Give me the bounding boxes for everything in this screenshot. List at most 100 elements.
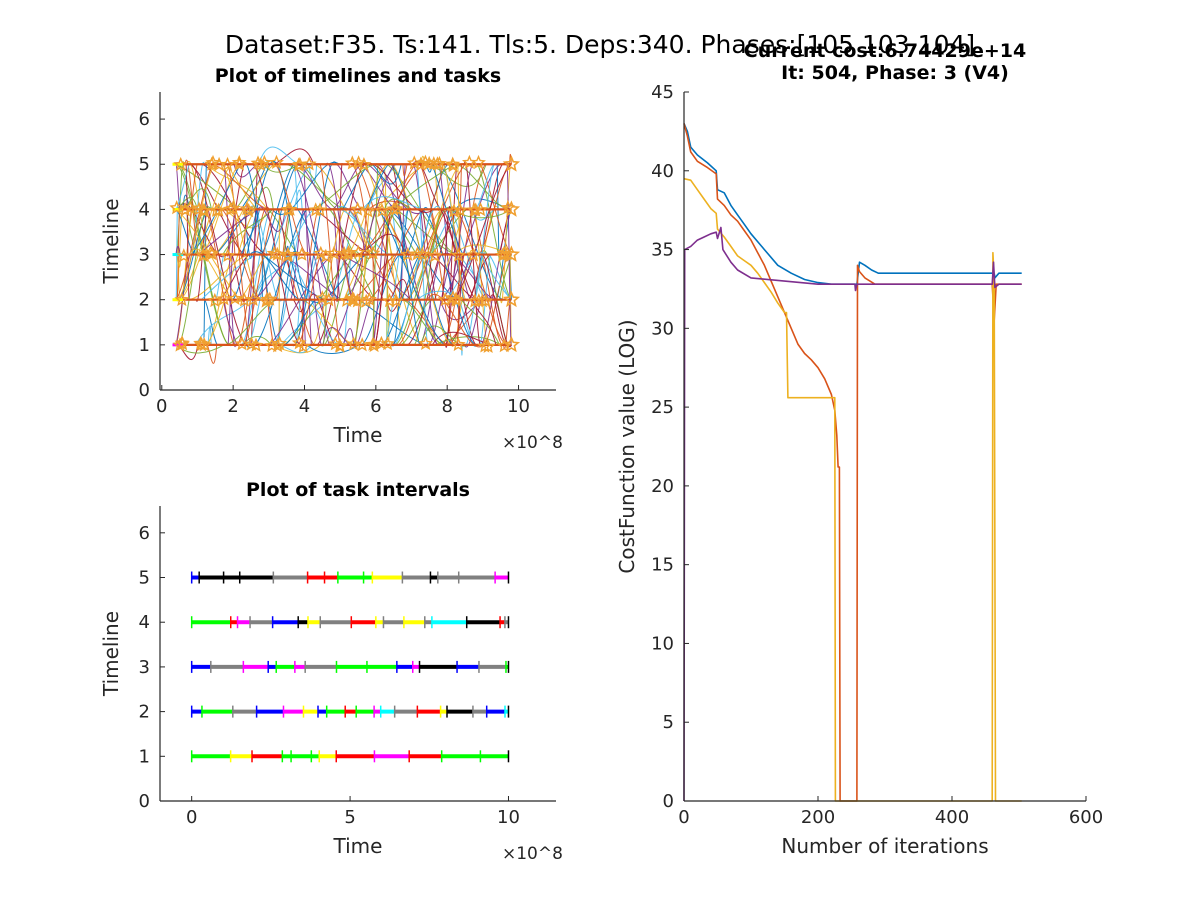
- x-tick-label: 2: [227, 396, 238, 417]
- task-star: [291, 157, 307, 172]
- task-star: [406, 155, 422, 170]
- task-star: [312, 202, 328, 217]
- y-tick-label: 2: [139, 702, 150, 723]
- x-tick-label: 6: [370, 396, 381, 417]
- x-tick-label: 4: [299, 396, 310, 417]
- task-star: [258, 293, 274, 308]
- dependency-curve: [500, 162, 512, 304]
- dependency-curve: [489, 294, 512, 348]
- dependency-curve: [398, 163, 466, 301]
- task-star: [270, 338, 286, 353]
- dependency-curve: [426, 293, 484, 348]
- task-star: [502, 290, 521, 308]
- intervals-title: Plot of task intervals: [246, 479, 470, 501]
- timelines-axes: 0 2 4 6 8 10 0 1 2 3 4 5 6: [139, 92, 556, 417]
- y-tick-label: 6: [139, 523, 150, 544]
- y-tick-label: 30: [651, 318, 674, 339]
- task-star: [445, 156, 461, 171]
- task-star: [339, 292, 355, 308]
- intervals-axes: 0 5 10 0 1 2 3 4 5 6: [139, 506, 556, 828]
- task-star: [250, 155, 266, 170]
- task-star: [280, 201, 296, 217]
- x-tick-label: 400: [935, 807, 969, 828]
- dependency-curve: [302, 209, 322, 346]
- x-tick-label: 200: [801, 807, 835, 828]
- y-tick-label: 0: [139, 791, 150, 812]
- y-tick-label: 35: [651, 240, 674, 261]
- task-star: [204, 246, 220, 261]
- timelines-x-label: Time: [333, 423, 383, 447]
- dependency-curve: [188, 248, 243, 303]
- dependency-curve: [227, 209, 236, 345]
- task-star: [272, 335, 288, 350]
- task-star: [245, 291, 261, 307]
- intervals-x-exponent: ×10^8: [502, 844, 563, 864]
- task-star: [365, 245, 381, 260]
- y-tick-label: 4: [139, 199, 150, 220]
- y-tick-label: 6: [139, 109, 150, 130]
- dependency-curve: [286, 254, 305, 301]
- dependency-curve: [402, 299, 445, 346]
- dependency-curve: [175, 246, 181, 255]
- task-star: [344, 155, 360, 170]
- task-star: [318, 248, 334, 263]
- x-tick-label: 600: [1069, 807, 1103, 828]
- y-tick-label: 5: [139, 154, 150, 175]
- task-star: [173, 156, 189, 172]
- cost-series-line-1: [683, 123, 1022, 285]
- dependency-curve: [407, 208, 460, 346]
- task-star: [366, 337, 382, 353]
- task-star: [356, 156, 372, 172]
- dependency-curve: [175, 164, 190, 210]
- task-star: [321, 292, 337, 307]
- task-star: [358, 293, 374, 308]
- dependency-curve: [476, 163, 512, 301]
- task-star: [448, 291, 464, 306]
- cost-title: It: 504, Phase: 3 (V4): [781, 62, 1009, 84]
- dependency-curve: [257, 206, 286, 232]
- dependency-curve: [384, 279, 411, 302]
- task-star: [414, 246, 430, 261]
- dependency-curve: [240, 209, 260, 255]
- dependency-curve: [177, 203, 227, 258]
- cost-series-line-2: [683, 123, 1022, 802]
- dependency-curve: [393, 209, 409, 346]
- task-star: [477, 338, 493, 353]
- task-star: [336, 246, 352, 261]
- y-tick-label: 5: [663, 712, 674, 733]
- task-star: [446, 203, 462, 218]
- task-star: [239, 201, 255, 216]
- task-star: [314, 290, 330, 305]
- task-star: [496, 338, 512, 353]
- dependency-curve: [176, 188, 212, 212]
- task-star: [360, 203, 376, 218]
- cost-y-label: CostFunction value (LOG): [615, 319, 639, 573]
- y-tick-label: 20: [651, 476, 674, 497]
- y-tick-label: 40: [651, 161, 674, 182]
- task-star: [301, 156, 317, 171]
- dependency-curve: [302, 299, 306, 345]
- dependency-curve: [204, 299, 218, 346]
- intervals-x-label: Time: [333, 834, 383, 858]
- y-tick-label: 25: [651, 397, 674, 418]
- y-tick-label: 3: [139, 657, 150, 678]
- task-star: [203, 245, 218, 260]
- task-star: [466, 247, 481, 262]
- x-tick-label: 10: [497, 807, 520, 828]
- dependency-curve: [175, 254, 189, 345]
- dependency-curve: [205, 209, 235, 346]
- y-tick-label: 1: [139, 746, 150, 767]
- task-interval-bars: [190, 571, 510, 763]
- dependency-curve: [292, 163, 336, 301]
- dependency-curve: [223, 299, 238, 345]
- dependency-curve: [185, 163, 190, 301]
- task-star: [216, 291, 232, 306]
- dependency-curve: [201, 254, 257, 301]
- dependency-curve: [402, 164, 408, 177]
- task-star: [266, 245, 282, 260]
- task-star: [382, 293, 397, 308]
- task-star: [374, 203, 390, 218]
- timelines-plot: 0 2 4 6 8 10 0 1 2 3 4 5 6 Plot of timelines and tas…: [99, 65, 563, 453]
